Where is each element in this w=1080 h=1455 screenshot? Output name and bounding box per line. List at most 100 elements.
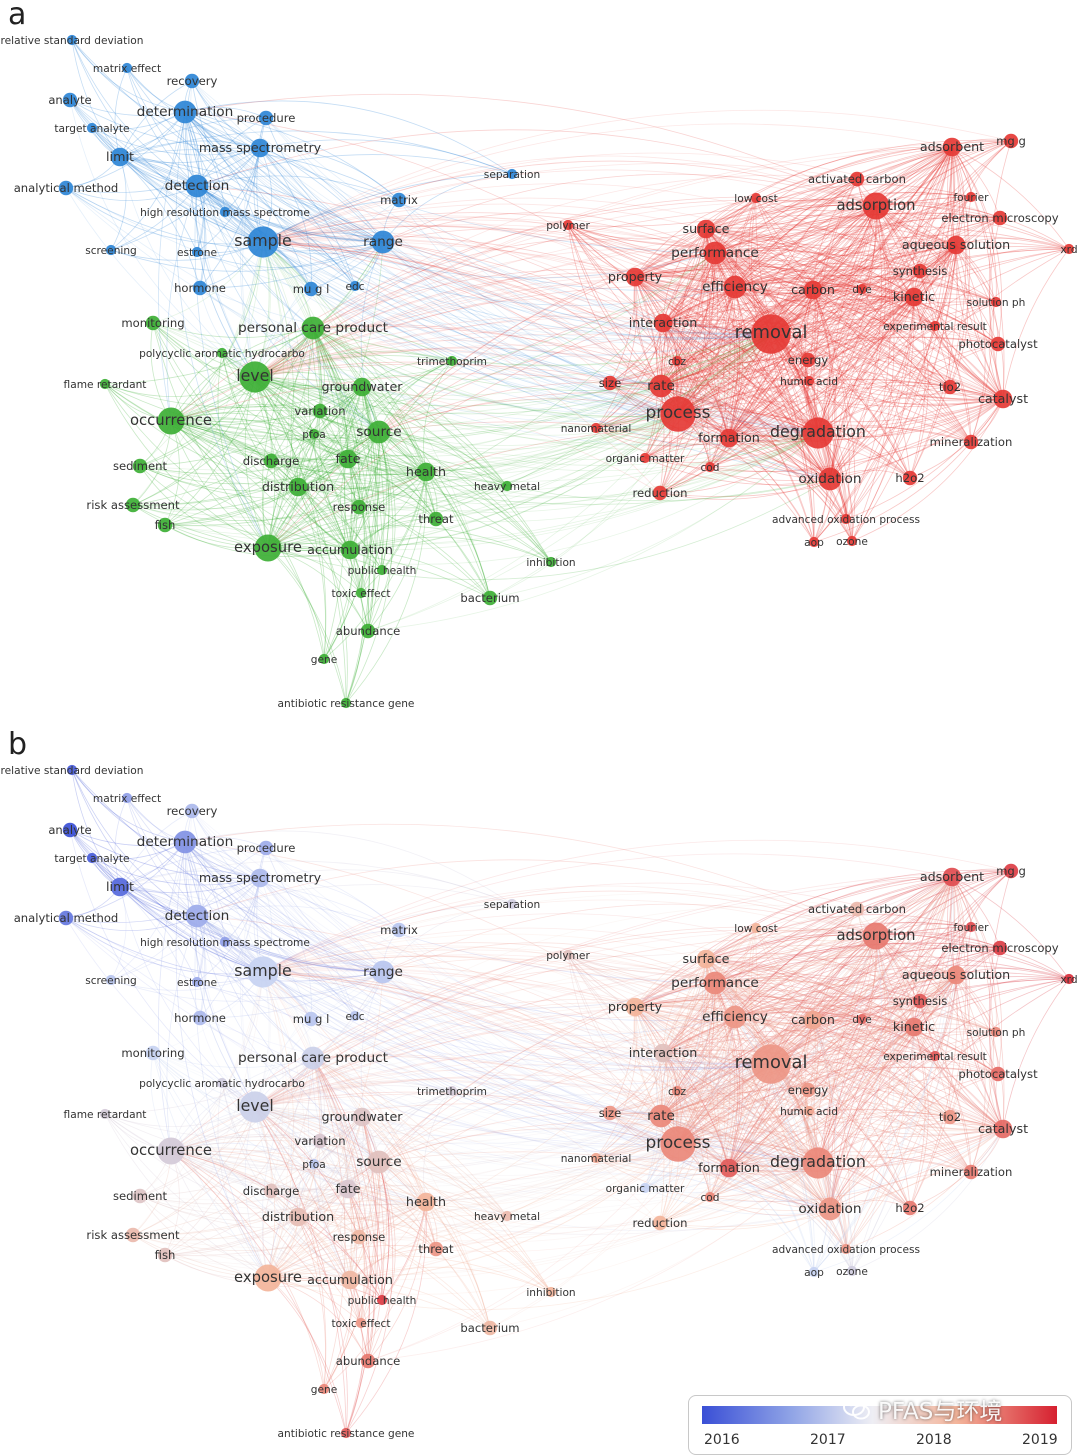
cooccurrence-link <box>267 1161 380 1279</box>
cooccurrence-link <box>367 471 427 632</box>
cooccurrence-link <box>345 458 370 704</box>
cooccurrence-link <box>267 1277 491 1329</box>
cooccurrence-link <box>634 973 921 1008</box>
cooccurrence-link <box>644 252 716 459</box>
cooccurrence-link <box>164 333 772 527</box>
cooccurrence-link <box>267 1156 819 1279</box>
cooccurrence-link <box>104 383 299 488</box>
cooccurrence-link <box>714 982 911 1209</box>
cooccurrence-link <box>770 974 957 1065</box>
cooccurrence-link <box>267 386 363 549</box>
cooccurrence-link <box>184 841 772 1065</box>
keyword-node <box>391 192 407 208</box>
cooccurrence-link <box>360 1161 388 1324</box>
cooccurrence-link <box>714 976 921 1002</box>
cooccurrence-link <box>361 1090 453 1118</box>
cooccurrence-link <box>644 398 1004 473</box>
cooccurrence-link <box>813 178 858 434</box>
cooccurrence-link <box>567 224 730 439</box>
cooccurrence-link <box>262 971 819 1164</box>
cooccurrence-link <box>662 1052 711 1198</box>
cooccurrence-link <box>829 441 972 480</box>
cooccurrence-link <box>254 363 819 434</box>
cooccurrence-link <box>270 460 351 551</box>
cooccurrence-link <box>345 1201 427 1434</box>
cooccurrence-link <box>662 1052 972 1173</box>
cooccurrence-link <box>755 876 953 932</box>
cooccurrence-link <box>139 1195 351 1281</box>
cooccurrence-link <box>221 1082 349 1190</box>
cooccurrence-link <box>152 322 269 549</box>
cooccurrence-link <box>65 111 186 189</box>
cooccurrence-link <box>845 876 955 1250</box>
cooccurrence-link <box>845 1128 1004 1250</box>
cooccurrence-link <box>709 205 877 468</box>
cooccurrence-link <box>312 1057 453 1092</box>
cooccurrence-link <box>184 841 736 1022</box>
cooccurrence-link <box>807 1089 1004 1131</box>
keyword-node <box>751 314 791 354</box>
cooccurrence-link <box>677 146 953 415</box>
cooccurrence-link <box>728 385 1004 439</box>
keyword-label: estrone <box>177 247 217 259</box>
cooccurrence-link <box>254 376 347 704</box>
keyword-label: mu g l <box>293 282 330 296</box>
cooccurrence-link <box>770 1063 1004 1130</box>
cooccurrence-link <box>323 549 352 660</box>
cooccurrence-link <box>297 1116 363 1218</box>
cooccurrence-link <box>267 286 736 549</box>
cooccurrence-link <box>139 1063 772 1201</box>
cooccurrence-link <box>875 205 1004 400</box>
cooccurrence-link <box>829 1128 1004 1210</box>
cooccurrence-link <box>126 797 198 917</box>
cooccurrence-link <box>728 296 915 439</box>
keyword-label: mg g <box>996 134 1026 148</box>
cooccurrence-link <box>489 1063 772 1329</box>
cooccurrence-link <box>659 1162 819 1224</box>
cooccurrence-link <box>381 471 427 571</box>
cooccurrence-link <box>660 978 1070 1117</box>
cooccurrence-link <box>770 876 953 1065</box>
cooccurrence-link <box>634 1006 911 1209</box>
keyword-node <box>254 534 282 562</box>
cooccurrence-link <box>817 1128 1004 1167</box>
cooccurrence-link <box>312 327 453 362</box>
cooccurrence-link <box>770 333 951 388</box>
cooccurrence-link <box>196 915 380 1163</box>
cooccurrence-link <box>262 215 736 288</box>
keyword-label: range <box>363 964 403 980</box>
cooccurrence-link <box>595 244 957 429</box>
panel-a-cluster-map: a relative standard deviation matrix effec… <box>0 0 1080 725</box>
cooccurrence-link <box>660 1054 936 1117</box>
cooccurrence-link <box>262 241 370 632</box>
cooccurrence-link <box>139 1161 380 1205</box>
cooccurrence-link <box>265 117 384 243</box>
cooccurrence-link <box>634 276 659 459</box>
cooccurrence-link <box>132 1063 772 1239</box>
cooccurrence-link <box>677 1019 814 1145</box>
cooccurrence-link <box>734 1008 915 1028</box>
keyword-label: analytical method <box>14 181 119 195</box>
cooccurrence-link <box>609 1063 772 1115</box>
keyword-node <box>258 840 274 856</box>
keyword-label: nanomaterial <box>561 1153 632 1165</box>
cooccurrence-link <box>861 146 953 290</box>
cooccurrence-link <box>634 212 1001 278</box>
cooccurrence-link <box>660 1098 951 1118</box>
cooccurrence-link <box>851 146 953 542</box>
cooccurrence-link <box>164 971 264 1256</box>
keyword-label: accumulation <box>307 542 393 557</box>
cooccurrence-link <box>254 376 819 466</box>
cooccurrence-link <box>734 286 847 520</box>
cooccurrence-link <box>644 982 716 1189</box>
cooccurrence-link <box>677 974 957 1145</box>
cooccurrence-link <box>634 922 972 1008</box>
cooccurrence-link <box>609 1016 736 1114</box>
legend-tick-2019: 2019 <box>1022 1432 1058 1448</box>
cooccurrence-link <box>714 146 953 254</box>
cooccurrence-link <box>808 1110 1004 1136</box>
cooccurrence-link <box>191 80 261 149</box>
cooccurrence-link <box>119 156 198 253</box>
cooccurrence-link <box>634 990 997 1033</box>
cooccurrence-link <box>361 1116 679 1166</box>
